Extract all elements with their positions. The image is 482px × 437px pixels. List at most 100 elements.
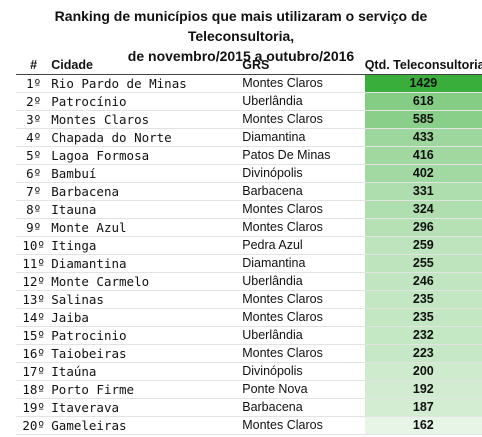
row-rank: 13º	[16, 290, 52, 309]
header-city: Cidade	[51, 57, 243, 75]
row-rank: 16º	[16, 344, 52, 363]
table-row: 16º Taiobeiras Montes Claros 223	[16, 344, 482, 363]
row-city: Barbacena	[51, 182, 243, 201]
header-grs: GRS	[242, 57, 365, 75]
row-rank: 11º	[16, 254, 52, 273]
row-rank: 17º	[16, 362, 52, 381]
row-grs: Uberlândia	[242, 92, 365, 111]
row-grs: Montes Claros	[242, 308, 365, 327]
row-qtd: 192	[364, 380, 482, 399]
table-row: 10º Itinga Pedra Azul 259	[16, 236, 482, 255]
table-body: 1º Rio Pardo de Minas Montes Claros 1429 2º P…	[16, 74, 482, 435]
row-rank: 9º	[16, 218, 52, 237]
table-row: 1º Rio Pardo de Minas Montes Claros 1429	[16, 74, 482, 93]
header-row: # Cidade GRS Qtd. Teleconsultorias	[16, 57, 482, 75]
row-grs: Uberlândia	[242, 272, 365, 291]
table-row: 15º Patrocinio Uberlândia 232	[16, 326, 482, 345]
table-row: 18º Porto Firme Ponte Nova 192	[16, 380, 482, 399]
row-city: Chapada do Norte	[51, 128, 243, 147]
row-qtd: 162	[364, 416, 482, 435]
table-row: 3º Montes Claros Montes Claros 585	[16, 110, 482, 129]
row-qtd: 255	[364, 254, 482, 273]
row-city: Itauna	[51, 200, 243, 219]
table-row: 19º Itaverava Barbacena 187	[16, 398, 482, 417]
title-line-1: Ranking de municípios que mais utilizara…	[54, 8, 428, 44]
row-qtd: 416	[364, 146, 482, 165]
row-city: Rio Pardo de Minas	[51, 74, 243, 93]
table-row: 17º Itaúna Divinópolis 200	[16, 362, 482, 381]
row-grs: Montes Claros	[242, 110, 365, 129]
row-qtd: 331	[364, 182, 482, 201]
row-city: Diamantina	[51, 254, 243, 273]
table-row: 11º Diamantina Diamantina 255	[16, 254, 482, 273]
row-qtd: 187	[364, 398, 482, 417]
row-qtd: 324	[364, 200, 482, 219]
row-city: Patrocínio	[51, 92, 243, 111]
row-rank: 14º	[16, 308, 52, 327]
row-qtd: 235	[364, 308, 482, 327]
row-grs: Uberlândia	[242, 326, 365, 345]
row-rank: 7º	[16, 182, 52, 201]
row-qtd: 1429	[364, 74, 482, 93]
row-city: Itaúna	[51, 362, 243, 381]
header-qtd: Qtd. Teleconsultorias	[364, 57, 482, 75]
row-qtd: 246	[364, 272, 482, 291]
row-grs: Barbacena	[242, 182, 365, 201]
row-grs: Divinópolis	[242, 362, 365, 381]
table-row: 4º Chapada do Norte Diamantina 433	[16, 128, 482, 147]
ranking-table: # Cidade GRS Qtd. Teleconsultorias 1º Rio…	[16, 57, 482, 435]
row-grs: Montes Claros	[242, 200, 365, 219]
row-grs: Montes Claros	[242, 290, 365, 309]
row-rank: 6º	[16, 164, 52, 183]
row-city: Porto Firme	[51, 380, 243, 399]
row-rank: 10º	[16, 236, 52, 255]
table-row: 14º Jaiba Montes Claros 235	[16, 308, 482, 327]
table-row: 2º Patrocínio Uberlândia 618	[16, 92, 482, 111]
row-qtd: 296	[364, 218, 482, 237]
row-rank: 8º	[16, 200, 52, 219]
row-rank: 3º	[16, 110, 52, 129]
row-grs: Patos De Minas	[242, 146, 365, 165]
table-row: 6º Bambuí Divinópolis 402	[16, 164, 482, 183]
header-rank: #	[16, 57, 52, 75]
row-grs: Diamantina	[242, 128, 365, 147]
row-qtd: 235	[364, 290, 482, 309]
row-city: Monte Carmelo	[51, 272, 243, 291]
row-city: Itinga	[51, 236, 243, 255]
row-rank: 2º	[16, 92, 52, 111]
row-city: Taiobeiras	[51, 344, 243, 363]
row-grs: Barbacena	[242, 398, 365, 417]
row-qtd: 200	[364, 362, 482, 381]
row-rank: 4º	[16, 128, 52, 147]
table-row: 13º Salinas Montes Claros 235	[16, 290, 482, 309]
row-qtd: 618	[364, 92, 482, 111]
row-grs: Montes Claros	[242, 74, 365, 93]
table-row: 9º Monte Azul Montes Claros 296	[16, 218, 482, 237]
row-rank: 5º	[16, 146, 52, 165]
row-city: Montes Claros	[51, 110, 243, 129]
row-city: Itaverava	[51, 398, 243, 417]
row-city: Jaiba	[51, 308, 243, 327]
table-row: 5º Lagoa Formosa Patos De Minas 416	[16, 146, 482, 165]
row-rank: 18º	[16, 380, 52, 399]
table-row: 7º Barbacena Barbacena 331	[16, 182, 482, 201]
row-rank: 20º	[16, 416, 52, 435]
row-grs: Montes Claros	[242, 218, 365, 237]
row-rank: 12º	[16, 272, 52, 291]
row-city: Patrocinio	[51, 326, 243, 345]
row-grs: Diamantina	[242, 254, 365, 273]
row-qtd: 585	[364, 110, 482, 129]
row-rank: 1º	[16, 74, 52, 93]
row-grs: Divinópolis	[242, 164, 365, 183]
row-qtd: 433	[364, 128, 482, 147]
row-qtd: 232	[364, 326, 482, 345]
table-row: 12º Monte Carmelo Uberlândia 246	[16, 272, 482, 291]
row-grs: Montes Claros	[242, 416, 365, 435]
row-qtd: 223	[364, 344, 482, 363]
table-row: 8º Itauna Montes Claros 324	[16, 200, 482, 219]
row-city: Gameleiras	[51, 416, 243, 435]
row-city: Lagoa Formosa	[51, 146, 243, 165]
table-row: 20º Gameleiras Montes Claros 162	[16, 416, 482, 435]
row-city: Monte Azul	[51, 218, 243, 237]
